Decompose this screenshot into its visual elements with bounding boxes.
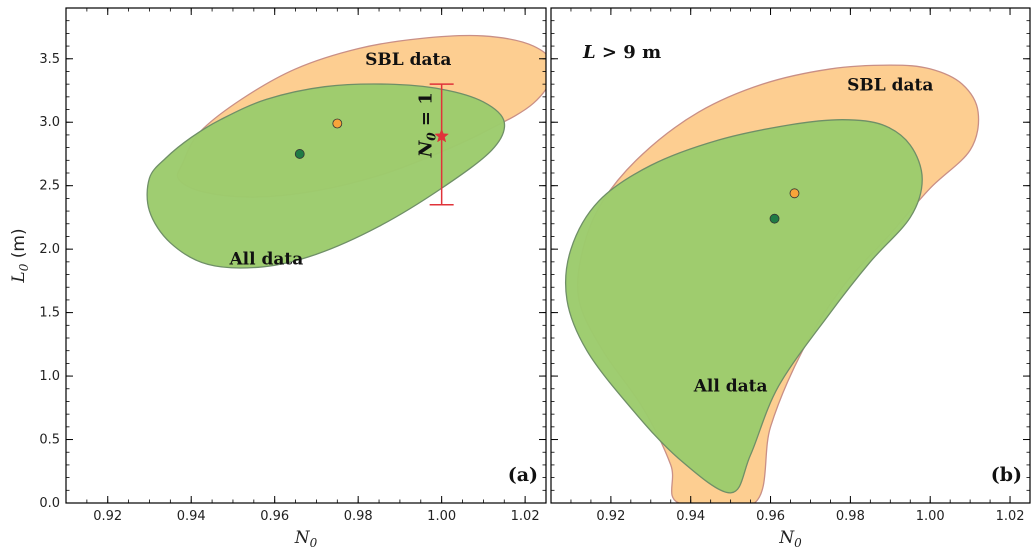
x-tick-label: 1.02: [511, 509, 540, 524]
panel-b-title: L > 9 m: [582, 42, 661, 63]
x-tick-label: 0.96: [756, 509, 785, 524]
y-axis-label: L0 (m): [9, 228, 31, 283]
y-tick-label: 2.5: [39, 179, 60, 194]
ticks: 0.92 0.94 0.96 0.98 1.00 1.02 0.0 0.5 1.0 1.5 2.0 2…: [39, 7, 547, 524]
sbl-data-label: SBL data: [847, 76, 933, 96]
panel-b: 0.92 0.94 0.96 0.98 1.00 1.02 N0 (b) SBL data All…: [550, 7, 1031, 547]
x-tick-label: 1.00: [427, 509, 456, 524]
n0-equals-1-label: N0 = 1: [416, 92, 439, 158]
regions: [146, 34, 546, 269]
panel-label: (b): [991, 464, 1022, 486]
y-tick-label: 0.5: [39, 433, 60, 448]
panel-a: 0.92 0.94 0.96 0.98 1.00 1.02 0.0 0.5 1.0 1.5 2.0 2…: [9, 7, 547, 547]
ticks: 0.92 0.94 0.96 0.98 1.00 1.02: [550, 7, 1031, 524]
regions: [565, 64, 980, 503]
y-tick-label: 3.0: [39, 115, 60, 130]
all-best-fit-point: [769, 213, 780, 224]
sbl-best-fit-point: [332, 118, 343, 129]
x-tick-label: 0.96: [260, 509, 289, 524]
y-tick-label: 3.5: [39, 52, 60, 67]
all-data-region: [146, 83, 506, 269]
y-tick-label: 0.0: [39, 496, 60, 511]
star-marker: [434, 128, 449, 143]
y-tick-label: 1.0: [39, 369, 60, 384]
sbl-best-fit-point: [789, 188, 800, 199]
x-tick-label: 0.92: [596, 509, 625, 524]
panel-label: (a): [508, 464, 538, 486]
all-data-region: [565, 119, 923, 494]
x-tick-label: 1.02: [996, 509, 1025, 524]
x-tick-label: 1.00: [916, 509, 945, 524]
x-axis-label: N0: [778, 528, 802, 547]
plot-frame: [550, 7, 1031, 504]
y-tick-label: 1.5: [39, 306, 60, 321]
x-tick-label: 0.94: [676, 509, 705, 524]
x-tick-label: 0.94: [177, 509, 206, 524]
plot-frame: [65, 7, 547, 504]
x-axis-label: N0: [294, 528, 318, 547]
all-data-label: All data: [228, 249, 303, 269]
all-best-fit-point: [294, 149, 305, 159]
x-tick-label: 0.98: [344, 509, 373, 524]
y-tick-label: 2.0: [39, 242, 60, 257]
x-tick-label: 0.92: [93, 509, 122, 524]
x-tick-label: 0.98: [836, 509, 865, 524]
sbl-data-label: SBL data: [365, 50, 451, 70]
all-data-label: All data: [693, 376, 768, 396]
error-bar: N0 = 1: [416, 83, 454, 206]
